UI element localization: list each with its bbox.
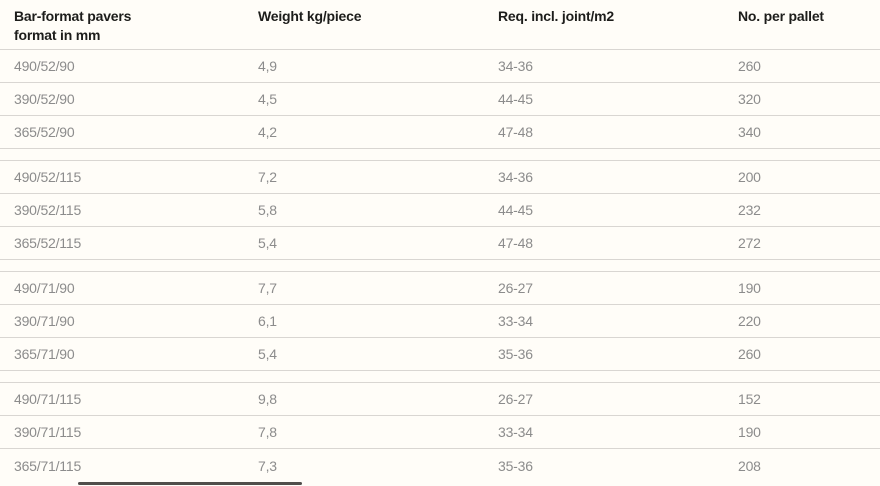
table-row: 390/52/115 5,8 44-45 232 (0, 194, 880, 227)
format-cell: 365/71/115 (14, 457, 82, 474)
weight-cell: 7,2 (258, 169, 277, 185)
weight-cell: 9,8 (258, 391, 277, 407)
weight-cell: 5,4 (258, 346, 277, 362)
format-cell: 390/52/115 (14, 202, 82, 218)
table-row: 490/71/115 9,8 26-27 152 (0, 383, 880, 416)
format-cell: 365/52/90 (14, 124, 75, 140)
pallet-cell: 200 (738, 169, 761, 185)
format-cell: 390/52/90 (14, 91, 75, 107)
format-cell: 490/52/115 (14, 169, 82, 185)
requirement-cell: 26-27 (498, 391, 533, 407)
weight-cell: 4,9 (258, 58, 277, 74)
column-header-requirement: Req. incl. joint/m2 (498, 8, 614, 24)
requirement-cell: 33-34 (498, 313, 533, 329)
pallet-cell: 272 (738, 235, 761, 251)
format-cell: 490/71/115 (14, 391, 82, 407)
weight-cell: 5,4 (258, 235, 277, 251)
pallet-cell: 152 (738, 391, 761, 407)
pallet-cell: 190 (738, 424, 761, 440)
format-cell: 390/71/115 (14, 424, 82, 440)
weight-cell: 7,3 (258, 457, 277, 474)
table-row: 490/52/115 7,2 34-36 200 (0, 161, 880, 194)
requirement-cell: 44-45 (498, 91, 533, 107)
column-header-weight: Weight kg/piece (258, 8, 362, 24)
pallet-cell: 220 (738, 313, 761, 329)
table-row: 365/71/90 5,4 35-36 260 (0, 338, 880, 371)
pallet-cell: 260 (738, 346, 761, 362)
weight-cell: 7,7 (258, 280, 277, 296)
weight-cell: 6,1 (258, 313, 277, 329)
pallet-cell: 190 (738, 280, 761, 296)
pallet-cell: 260 (738, 58, 761, 74)
table-row: 490/71/90 7,7 26-27 190 (0, 272, 880, 305)
table-row: 365/71/115 7,3 35-36 208 (0, 449, 880, 482)
requirement-cell: 35-36 (498, 457, 533, 474)
requirement-cell: 34-36 (498, 169, 533, 185)
weight-cell: 7,8 (258, 424, 277, 440)
table-row: 490/52/90 4,9 34-36 260 (0, 50, 880, 83)
table-body: 490/52/90 4,9 34-36 260 390/52/90 4,5 44… (0, 50, 880, 482)
weight-cell: 5,8 (258, 202, 277, 218)
row-group: 490/71/90 7,7 26-27 190 390/71/90 6,1 33… (0, 271, 880, 371)
format-cell: 365/52/115 (14, 235, 82, 251)
format-cell: 390/71/90 (14, 313, 75, 329)
row-group: 490/71/115 9,8 26-27 152 390/71/115 7,8 … (0, 382, 880, 482)
table-row: 365/52/90 4,2 47-48 340 (0, 116, 880, 149)
requirement-cell: 33-34 (498, 424, 533, 440)
column-header-format-line1: Bar-format pavers (14, 8, 132, 24)
column-header-pallet: No. per pallet (738, 8, 824, 24)
column-header-format: Bar-format pavers format in mm (14, 0, 258, 49)
table-row: 390/71/90 6,1 33-34 220 (0, 305, 880, 338)
pallet-cell: 320 (738, 91, 761, 107)
requirement-cell: 26-27 (498, 280, 533, 296)
table-header-row: Bar-format pavers format in mm Weight kg… (0, 0, 880, 50)
weight-cell: 4,5 (258, 91, 277, 107)
requirement-cell: 34-36 (498, 58, 533, 74)
format-cell: 490/71/90 (14, 280, 75, 296)
requirement-cell: 47-48 (498, 124, 533, 140)
row-group: 490/52/90 4,9 34-36 260 390/52/90 4,5 44… (0, 50, 880, 149)
horizontal-scrollbar-thumb[interactable] (78, 482, 302, 485)
pallet-cell: 232 (738, 202, 761, 218)
requirement-cell: 44-45 (498, 202, 533, 218)
format-cell: 365/71/90 (14, 346, 75, 362)
column-header-format-line2: format in mm (14, 27, 101, 43)
table-row: 365/52/115 5,4 47-48 272 (0, 227, 880, 260)
table-row: 390/71/115 7,8 33-34 190 (0, 416, 880, 449)
requirement-cell: 35-36 (498, 346, 533, 362)
format-cell: 490/52/90 (14, 58, 75, 74)
row-group: 490/52/115 7,2 34-36 200 390/52/115 5,8 … (0, 160, 880, 260)
requirement-cell: 47-48 (498, 235, 533, 251)
weight-cell: 4,2 (258, 124, 277, 140)
pallet-cell: 340 (738, 124, 761, 140)
pallet-cell: 208 (738, 457, 761, 474)
table-row: 390/52/90 4,5 44-45 320 (0, 83, 880, 116)
